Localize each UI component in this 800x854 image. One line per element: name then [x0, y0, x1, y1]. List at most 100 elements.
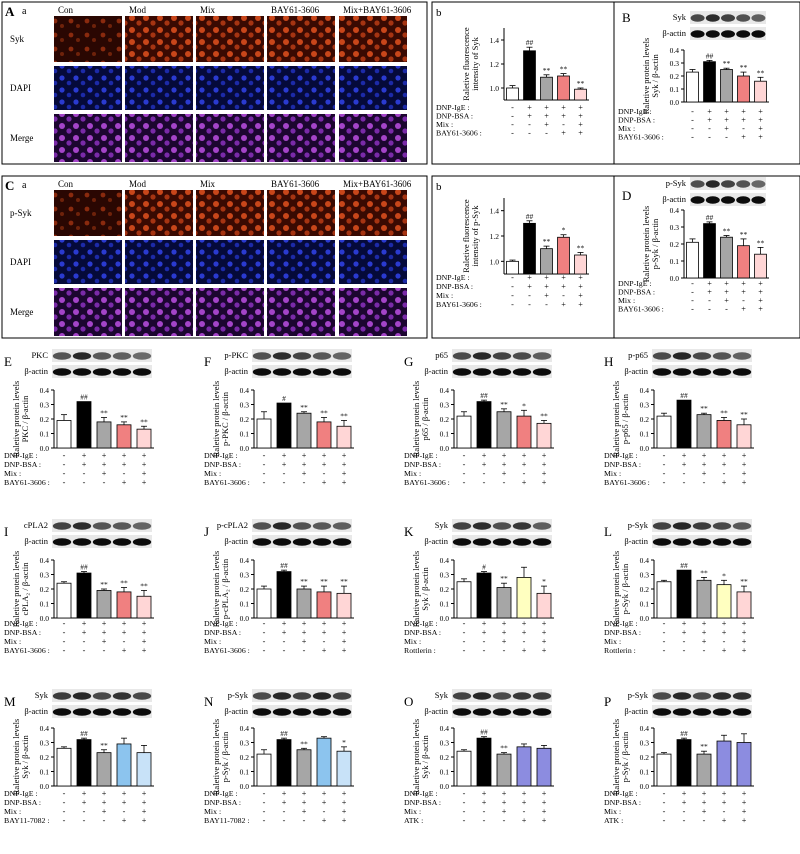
y-axis-label: p-cPLA₂ / β-actin — [220, 558, 230, 619]
blot-band — [332, 368, 352, 376]
significance-label: ## — [80, 393, 88, 402]
bar — [476, 737, 492, 787]
blot-band — [732, 522, 752, 530]
bar — [686, 241, 699, 279]
blot-band — [512, 368, 532, 376]
bar — [96, 752, 112, 787]
y-tick-label: 0.1 — [670, 257, 680, 266]
condition-label: Mix : — [4, 469, 21, 478]
condition-sign: - — [703, 478, 706, 487]
y-tick-label: 0.2 — [40, 585, 50, 594]
condition-label: DNP-IgE : — [404, 619, 438, 628]
condition-sign: + — [342, 469, 347, 478]
blot-band — [736, 30, 751, 38]
condition-label: Mix : — [618, 296, 635, 305]
blot-band — [692, 692, 712, 700]
blot-label: β-actin — [424, 706, 448, 716]
y-tick-label: 0.4 — [40, 724, 50, 733]
blot-band — [721, 180, 735, 188]
bar — [737, 245, 750, 279]
condition-sign: - — [691, 133, 694, 142]
condition-sign: + — [342, 619, 347, 628]
condition-sign: + — [758, 279, 763, 288]
significance-label: ## — [706, 51, 714, 60]
significance-label: ** — [700, 568, 708, 577]
condition-sign: - — [463, 789, 466, 798]
condition-sign: + — [722, 451, 727, 460]
significance-label: ** — [740, 410, 748, 419]
micrograph-cell — [339, 114, 407, 162]
blot-band — [721, 196, 735, 204]
y-tick-label: 0.0 — [440, 782, 450, 791]
condition-sign: + — [522, 628, 527, 637]
condition-sign: - — [303, 478, 306, 487]
blot-band — [692, 352, 712, 360]
condition-sign: - — [283, 646, 286, 655]
condition-sign: - — [463, 451, 466, 460]
condition-label: DNP-BSA : — [204, 798, 241, 807]
condition-sign: - — [683, 646, 686, 655]
blot-band — [492, 538, 512, 546]
micrograph-cell — [54, 240, 122, 284]
condition-sign: + — [578, 300, 583, 309]
blot-band — [292, 692, 312, 700]
blot-band — [472, 692, 492, 700]
condition-label: DNP-BSA : — [404, 628, 441, 637]
bar — [476, 401, 492, 449]
condition-sign: - — [528, 120, 531, 129]
significance-label: ## — [480, 728, 488, 737]
significance-label: ## — [706, 213, 714, 222]
blot-band — [721, 14, 735, 22]
condition-sign: - — [725, 305, 728, 314]
blot-band — [705, 180, 720, 188]
condition-sign: + — [522, 789, 527, 798]
blot-band — [452, 368, 472, 376]
condition-sign: + — [142, 807, 147, 816]
blot-band — [751, 180, 766, 188]
y-tick-label: 0.4 — [440, 724, 450, 733]
blot-band — [452, 692, 472, 700]
condition-label: DNP-IgE : — [436, 273, 470, 282]
condition-sign: + — [502, 451, 507, 460]
blot-band — [751, 30, 766, 38]
condition-label: DNP-BSA : — [404, 460, 441, 469]
blot-band — [472, 368, 492, 376]
condition-sign: + — [741, 279, 746, 288]
y-tick-label: 0.4 — [40, 386, 50, 395]
column-label: Mix — [200, 5, 216, 15]
blot-band — [532, 692, 552, 700]
significance-label: ** — [720, 409, 728, 418]
bar — [536, 422, 552, 449]
condition-sign: - — [63, 478, 66, 487]
y-tick-label: 1.0 — [490, 257, 500, 266]
condition-sign: + — [282, 628, 287, 637]
bar — [256, 418, 272, 449]
condition-sign: - — [283, 478, 286, 487]
y-axis-label: p-Syk / β-actin — [620, 563, 630, 614]
condition-sign: + — [542, 807, 547, 816]
y-tick-label: 0.2 — [440, 415, 450, 424]
condition-label: DNP-IgE : — [4, 619, 38, 628]
column-label: BAY61-3606 — [271, 5, 320, 15]
condition-sign: - — [528, 291, 531, 300]
condition-label: BAY61-3606 : — [4, 478, 50, 487]
condition-sign: + — [342, 798, 347, 807]
condition-sign: + — [544, 112, 549, 121]
significance-label: ## — [680, 729, 688, 738]
condition-label: Mix : — [204, 807, 221, 816]
condition-sign: - — [708, 296, 711, 305]
blot-band — [692, 538, 712, 546]
significance-label: ** — [340, 411, 348, 420]
blot-band — [112, 708, 132, 716]
condition-sign: + — [502, 637, 507, 646]
y-tick-label: 0.2 — [640, 753, 650, 762]
panel-letter: L — [604, 524, 612, 539]
blot-band — [92, 352, 112, 360]
condition-sign: + — [522, 478, 527, 487]
significance-label: ** — [500, 400, 508, 409]
significance-label: ** — [140, 581, 148, 590]
condition-label: DNP-BSA : — [604, 628, 641, 637]
condition-sign: - — [663, 646, 666, 655]
blot-band — [705, 196, 720, 204]
